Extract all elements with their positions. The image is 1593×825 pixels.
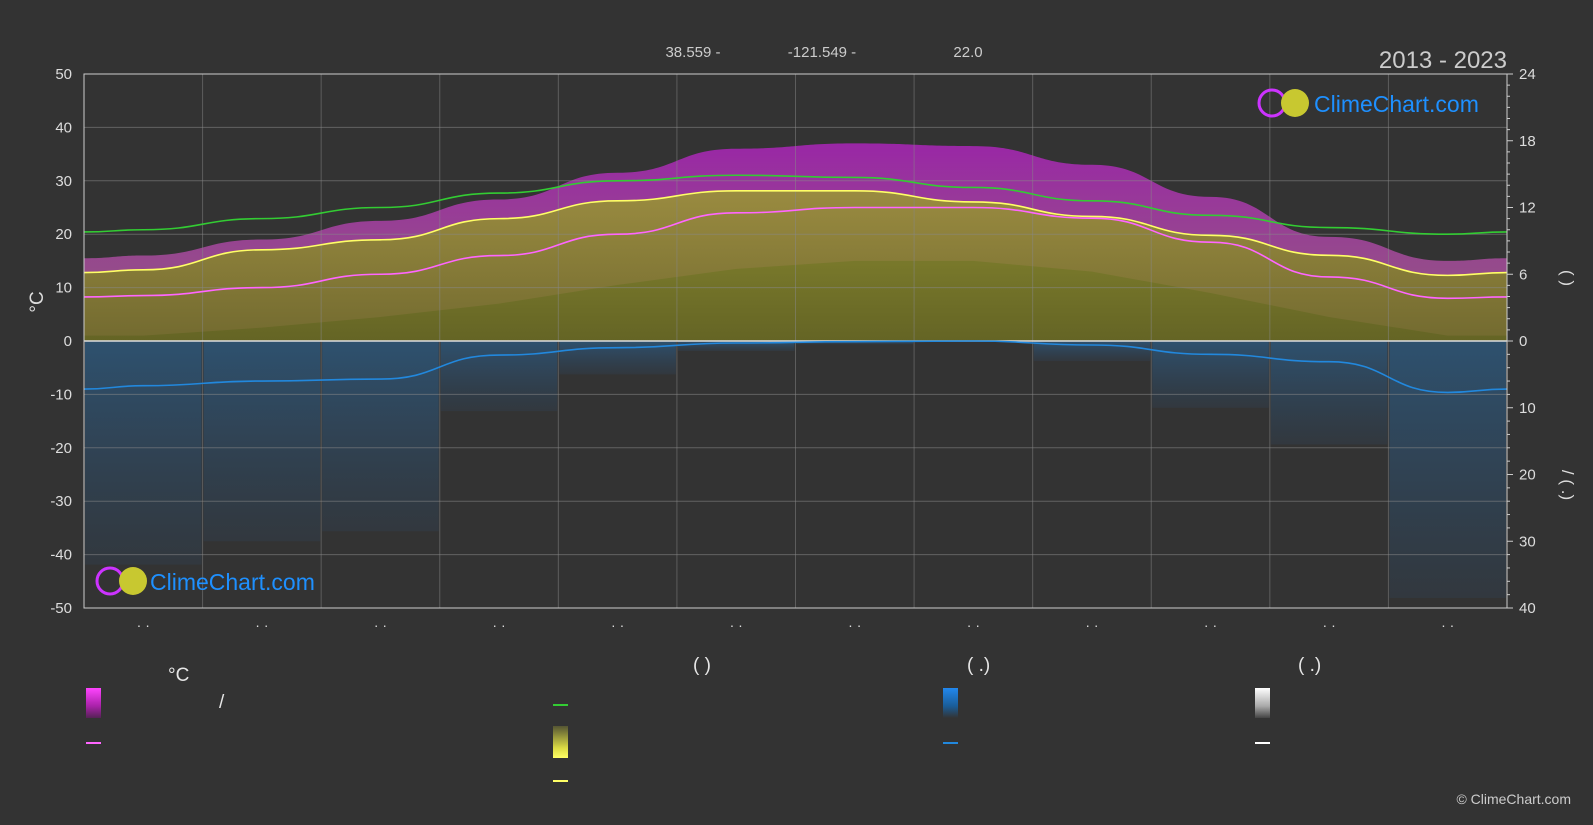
right-bottom-tick-label: 10 [1519,400,1536,417]
legend-rain-swatch [943,688,958,718]
left-tick-label: -20 [50,440,72,457]
legend-rain-header: ( .) [967,655,991,676]
left-tick-label: -30 [50,493,72,510]
precip-bar [203,341,321,542]
series-line-daylight [83,174,1508,236]
left-tick-label: 20 [55,226,72,243]
month-label: · · [255,617,268,633]
logo-sun-icon [1281,89,1309,117]
right-bottom-tick-label: 30 [1519,533,1536,550]
legend-snow-mean-swatch [1255,742,1270,744]
legend-sun-header: ( ) [693,655,711,676]
legend-snow-header: ( .) [1298,655,1322,676]
legend-sunshine-area-swatch [553,726,568,758]
right-top-tick-label: 6 [1519,266,1527,283]
right-bottom-tick-label: 20 [1519,467,1536,484]
chart-lines [83,174,1508,394]
legend-temp-range-slash: / [219,692,225,713]
precip-bar [677,341,795,352]
precip-bar [85,341,202,565]
left-tick-label: 40 [55,119,72,136]
month-label: · · [1441,617,1454,633]
month-label: · · [611,617,624,633]
month-label: · · [848,617,861,633]
precip-bar [1389,341,1506,598]
left-tick-label: 50 [55,66,72,83]
left-axis-unit: °C [27,291,48,312]
left-tick-label: -50 [50,600,72,617]
month-label: · · [730,617,743,633]
legend-sunshine-swatch [553,780,568,782]
logo-top: ClimeChart.com [1257,88,1479,118]
series-line-precip [83,340,1508,394]
right-axis-top-label: ( ) [1558,270,1577,286]
month-label: · · [967,617,980,633]
chart-axes: 50 40 30 20 10 0 -10 -20 -30 -40 -50 24 18 12 6 0 10 20 30… [50,66,1535,633]
series-line-sunshine [83,190,1508,277]
series-line-temp_mean [83,206,1508,300]
right-top-tick-label: 0 [1519,333,1527,350]
right-top-tick-label: 18 [1519,133,1536,150]
month-label: · · [374,617,387,633]
right-top-tick-label: 12 [1519,200,1536,217]
logo-bottom-text: ClimeChart.com [150,569,315,595]
precip-bar [1270,341,1388,445]
copyright: © ClimeChart.com [1456,791,1571,807]
legend-snow-swatch [1255,688,1270,718]
logo-top-text: ClimeChart.com [1314,91,1479,117]
legend-daylight-swatch [553,704,568,706]
legend: °C ( ) ( .) ( .) / [0,640,1593,820]
header-elevation: 22.0 [953,44,982,61]
logo-bottom: ClimeChart.com [95,566,315,596]
month-label: · · [1085,617,1098,633]
left-tick-label: 0 [64,333,72,350]
legend-temp-mean-swatch [86,742,101,744]
right-top-tick-label: 24 [1519,66,1536,83]
month-label: · · [137,617,150,633]
logo-sun-icon [119,567,147,595]
legend-rain-mean-swatch [943,742,958,744]
left-tick-label: 10 [55,280,72,297]
precip-bar [796,341,914,345]
legend-temp-header: °C [168,665,190,686]
month-label: · · [1323,617,1336,633]
right-axis-bottom-label: / ( .) [1558,470,1577,500]
left-tick-label: 30 [55,173,72,190]
header-latitude: 38.559 - [665,44,720,61]
precip-bar [1152,341,1269,408]
period-label: 2013 - 2023 [1379,47,1507,74]
month-label: · · [1204,617,1217,633]
right-bottom-tick-label: 40 [1519,600,1536,617]
header-longitude: -121.549 - [788,44,856,61]
left-tick-label: -10 [50,386,72,403]
precip-bar [440,341,558,412]
precip-bar [322,341,439,532]
legend-temp-range-swatch [86,688,101,718]
month-label: · · [492,617,505,633]
left-tick-label: -40 [50,547,72,564]
